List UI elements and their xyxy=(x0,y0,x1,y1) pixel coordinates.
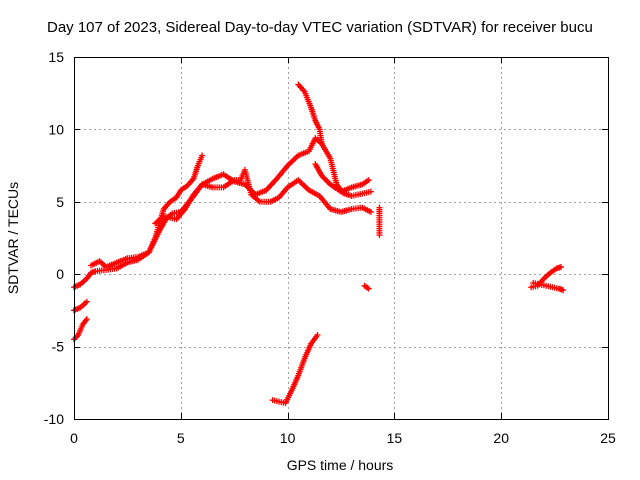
series-arc-h xyxy=(269,332,321,407)
series-arc-d xyxy=(295,81,325,147)
series-arc-i xyxy=(361,282,372,292)
data-point xyxy=(367,208,374,215)
series-arc-j xyxy=(376,204,383,239)
data-point xyxy=(367,188,374,195)
y-tick-label: 15 xyxy=(48,49,64,65)
axis-ticks xyxy=(74,57,609,420)
data-point xyxy=(558,263,565,270)
data-points xyxy=(71,81,567,407)
plot-frame xyxy=(74,57,609,420)
data-point xyxy=(376,232,383,239)
data-point xyxy=(83,298,90,305)
data-point xyxy=(324,178,331,185)
grid-lines xyxy=(74,57,608,419)
series-arc-a xyxy=(71,152,206,291)
data-point xyxy=(83,316,90,323)
y-tick-label: 0 xyxy=(56,266,64,282)
x-tick-label: 25 xyxy=(600,430,616,446)
data-point xyxy=(72,334,79,341)
series-arc-g xyxy=(71,316,90,343)
data-point xyxy=(321,175,328,182)
x-tick-label: 5 xyxy=(177,430,185,446)
y-tick-label: 10 xyxy=(48,121,64,137)
series-arc-l xyxy=(530,279,567,294)
series-arc-e xyxy=(312,161,372,195)
y-tick-label: -5 xyxy=(52,339,65,355)
data-point xyxy=(318,140,325,147)
data-point xyxy=(314,332,321,339)
x-axis-label: GPS time / hours xyxy=(287,457,394,473)
x-tick-label: 10 xyxy=(280,430,296,446)
y-axis-label: SDTVAR / TECUs xyxy=(5,182,21,294)
x-tick-label: 20 xyxy=(493,430,509,446)
y-tick-label: -10 xyxy=(44,411,64,427)
data-point xyxy=(365,285,372,292)
y-tick-label: 5 xyxy=(56,194,64,210)
data-point xyxy=(560,287,567,294)
data-point xyxy=(323,177,330,184)
series-arc-c xyxy=(152,166,374,227)
x-tick-label: 0 xyxy=(70,430,78,446)
data-point xyxy=(199,152,206,159)
chart-title: Day 107 of 2023, Sidereal Day-to-day VTE… xyxy=(47,19,593,36)
y-tick-labels: -10 -5 0 5 10 15 xyxy=(44,49,64,427)
series-arc-f xyxy=(71,298,90,314)
x-tick-label: 15 xyxy=(387,430,403,446)
data-point xyxy=(365,177,372,184)
x-tick-labels: 0 5 10 15 20 25 xyxy=(70,430,616,446)
